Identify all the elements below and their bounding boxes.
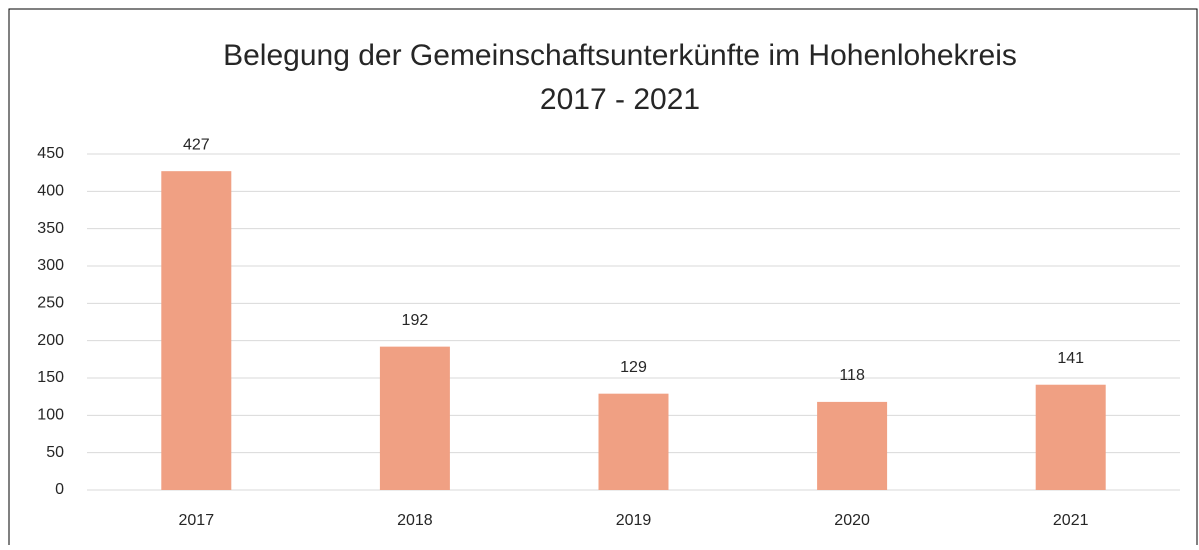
y-tick-label: 250: [37, 295, 64, 312]
x-tick-label: 2018: [397, 512, 433, 529]
y-tick-label: 400: [37, 183, 64, 200]
data-label: 129: [620, 359, 647, 376]
y-tick-label: 150: [37, 369, 64, 386]
y-tick-label: 200: [37, 332, 64, 349]
bar: [817, 401, 888, 490]
x-tick-label: 2019: [616, 512, 652, 529]
y-tick-label: 100: [37, 407, 64, 424]
data-label: 427: [183, 136, 210, 153]
data-label: 141: [1057, 350, 1084, 367]
y-tick-label: 300: [37, 257, 64, 274]
bar: [379, 346, 450, 490]
y-tick-label: 450: [37, 145, 64, 162]
bar: [598, 393, 669, 490]
y-tick-label: 0: [55, 481, 64, 498]
bar: [161, 171, 232, 490]
y-tick-label: 350: [37, 220, 64, 237]
chart-title: 2017 - 2021: [540, 83, 700, 116]
x-tick-label: 2021: [1053, 512, 1089, 529]
x-tick-label: 2020: [834, 512, 870, 529]
x-tick-label: 2017: [179, 512, 215, 529]
data-label: 192: [402, 312, 429, 329]
chart-frame: [8, 8, 1198, 545]
data-label: 118: [839, 367, 865, 384]
chart-title: Belegung der Gemeinschaftsunterkünfte im…: [223, 39, 1017, 72]
bar: [1035, 384, 1106, 490]
y-tick-label: 50: [46, 444, 64, 461]
